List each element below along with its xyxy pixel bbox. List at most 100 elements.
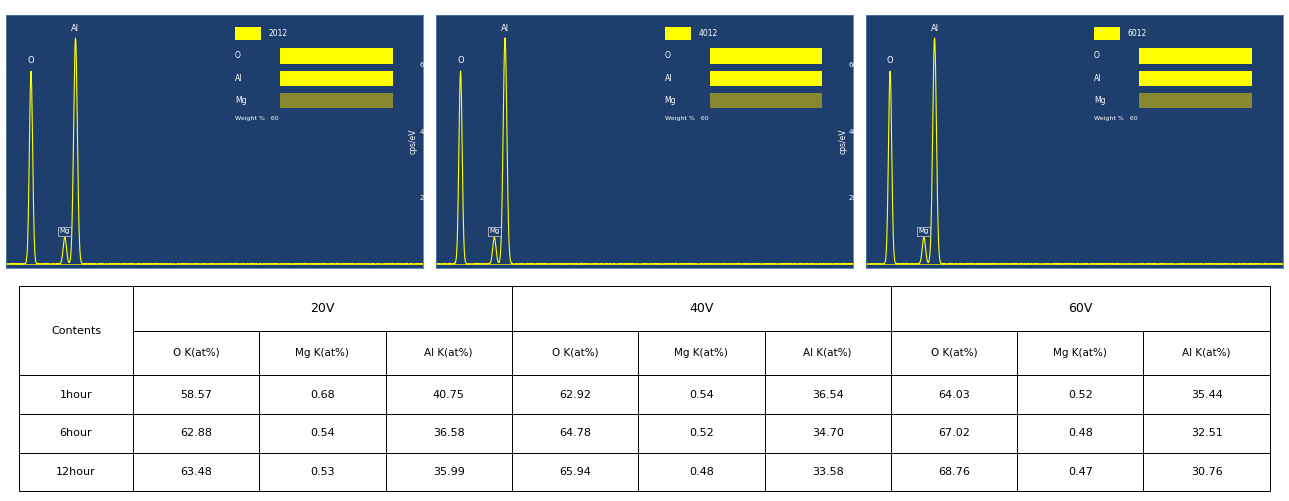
Bar [133, 453, 259, 491]
Text: 32.51: 32.51 [1191, 428, 1222, 438]
Bar [19, 414, 133, 453]
Text: 36.54: 36.54 [812, 390, 843, 400]
Text: Mg: Mg [490, 228, 500, 234]
Text: Al: Al [931, 25, 938, 33]
Text: 63.48: 63.48 [180, 467, 211, 477]
Text: 20V: 20V [311, 302, 335, 315]
Bar [891, 331, 1017, 375]
Bar [638, 414, 764, 453]
Text: 0.47: 0.47 [1067, 467, 1093, 477]
Text: Al: Al [501, 25, 509, 33]
Bar [259, 453, 385, 491]
Bar [19, 286, 133, 375]
Bar [259, 331, 385, 375]
Text: O: O [887, 56, 893, 65]
Text: 0.54: 0.54 [309, 428, 335, 438]
Text: (c): (c) [1065, 301, 1084, 313]
Text: 65.94: 65.94 [559, 467, 590, 477]
Text: 40.75: 40.75 [433, 390, 464, 400]
Bar [764, 331, 891, 375]
Text: 58.57: 58.57 [180, 390, 211, 400]
Bar [385, 331, 512, 375]
Bar [385, 414, 512, 453]
Bar [385, 453, 512, 491]
Text: Contents: Contents [52, 326, 101, 336]
Bar [1143, 453, 1270, 491]
Text: 0.52: 0.52 [1067, 390, 1093, 400]
Text: 0.52: 0.52 [688, 428, 714, 438]
X-axis label: keV: keV [638, 283, 651, 292]
Bar [512, 331, 638, 375]
Text: 36.58: 36.58 [433, 428, 464, 438]
Bar [1143, 375, 1270, 414]
Bar [1143, 414, 1270, 453]
Bar [1017, 453, 1143, 491]
Bar [1017, 375, 1143, 414]
Bar [133, 375, 259, 414]
Text: 40V: 40V [690, 302, 714, 315]
Bar [891, 453, 1017, 491]
Bar [385, 375, 512, 414]
Bar [764, 414, 891, 453]
Text: Mg: Mg [919, 228, 929, 234]
Text: O: O [458, 56, 464, 65]
Text: 30.76: 30.76 [1191, 467, 1222, 477]
Text: 33.58: 33.58 [812, 467, 843, 477]
Bar [891, 375, 1017, 414]
Text: 68.76: 68.76 [938, 467, 969, 477]
Text: O K(at%): O K(at%) [552, 348, 598, 358]
X-axis label: keV: keV [1067, 283, 1081, 292]
Bar [512, 414, 638, 453]
Bar [512, 375, 638, 414]
Text: 0.53: 0.53 [311, 467, 335, 477]
Y-axis label: cps/eV: cps/eV [409, 129, 418, 154]
Text: Al: Al [71, 25, 80, 33]
Bar [512, 286, 891, 331]
Text: 34.70: 34.70 [812, 428, 843, 438]
Bar [1017, 414, 1143, 453]
Bar [133, 414, 259, 453]
Text: Mg K(at%): Mg K(at%) [1053, 348, 1107, 358]
Text: (a): (a) [205, 301, 224, 313]
Bar [19, 375, 133, 414]
Text: 60V: 60V [1069, 302, 1093, 315]
Bar [259, 375, 385, 414]
Bar [764, 375, 891, 414]
Bar [133, 286, 512, 331]
Text: O: O [27, 56, 35, 65]
Text: 0.68: 0.68 [309, 390, 335, 400]
Text: 67.02: 67.02 [938, 428, 969, 438]
Text: O K(at%): O K(at%) [931, 348, 977, 358]
Text: 0.48: 0.48 [1067, 428, 1093, 438]
Bar [259, 414, 385, 453]
Text: 1hour: 1hour [59, 390, 93, 400]
Bar [512, 453, 638, 491]
Text: 6hour: 6hour [59, 428, 93, 438]
Bar [891, 414, 1017, 453]
Bar [638, 331, 764, 375]
Text: 12hour: 12hour [57, 467, 95, 477]
Text: Mg K(at%): Mg K(at%) [674, 348, 728, 358]
Bar [638, 453, 764, 491]
Bar [764, 453, 891, 491]
Text: Al K(at%): Al K(at%) [424, 348, 473, 358]
Text: Mg: Mg [59, 228, 70, 234]
Y-axis label: cps/eV: cps/eV [839, 129, 847, 154]
Text: 0.48: 0.48 [688, 467, 714, 477]
Text: 35.44: 35.44 [1191, 390, 1222, 400]
Text: 62.88: 62.88 [180, 428, 213, 438]
Text: Al K(at%): Al K(at%) [1182, 348, 1231, 358]
Text: (b): (b) [634, 301, 655, 313]
Bar [1143, 331, 1270, 375]
Text: 64.03: 64.03 [938, 390, 969, 400]
Text: O K(at%): O K(at%) [173, 348, 219, 358]
Text: 35.99: 35.99 [433, 467, 464, 477]
X-axis label: keV: keV [208, 283, 222, 292]
Text: 64.78: 64.78 [559, 428, 592, 438]
Bar [1017, 331, 1143, 375]
Bar [638, 375, 764, 414]
Text: Mg K(at%): Mg K(at%) [295, 348, 349, 358]
Bar [19, 453, 133, 491]
Text: 62.92: 62.92 [559, 390, 592, 400]
Bar [891, 286, 1270, 331]
